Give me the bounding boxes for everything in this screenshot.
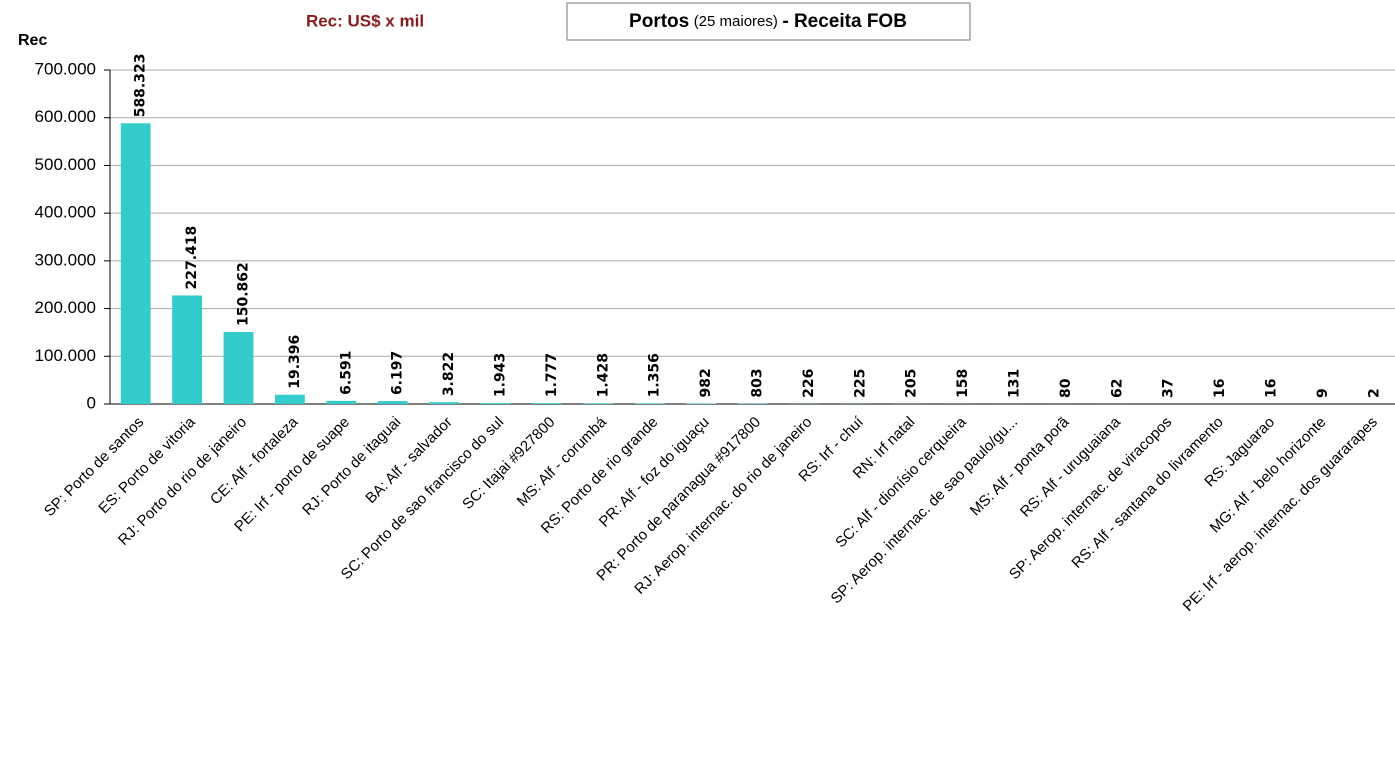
value-label: 227.418 [184,226,200,290]
bar [274,394,305,404]
x-tick-label: PE: Irf - aerop. internac. dos guararape… [1180,414,1381,615]
value-label: 1.777 [544,353,560,397]
value-label: 225 [852,369,868,398]
value-label: 62 [1109,378,1125,397]
value-label: 16 [1264,379,1280,398]
value-label: 80 [1058,378,1074,398]
y-tick-label: 700.000 [35,59,96,78]
title-rest: - Receita FOB [782,11,907,32]
value-label: 1.943 [493,353,509,397]
x-tick-label: MS: Alf - ponta porã [967,413,1073,519]
bar [172,295,203,404]
value-label: 588.323 [133,54,149,118]
value-label: 6.197 [390,351,406,395]
title-main: Portos [629,11,689,32]
x-tick-label: RS: Alf - uruguaiana [1017,413,1124,520]
x-tick-label: RJ: Porto de itaguai [299,414,404,519]
value-label: 803 [750,368,766,397]
y-tick-label: 400.000 [35,203,96,222]
value-label: 9 [1315,388,1331,398]
bar [377,401,408,404]
x-tick-label: CE: Alf - fortaleza [207,413,302,508]
value-label: 150.862 [236,262,252,326]
value-label: 226 [801,369,817,398]
value-label: 1.428 [595,353,611,397]
y-tick-label: 300.000 [35,250,96,269]
bar [120,123,151,404]
bar [634,403,665,404]
y-tick-label: 600.000 [35,107,96,126]
bar [429,402,460,404]
value-label: 3.822 [441,352,457,396]
value-label: 158 [955,369,971,398]
title-box [566,2,971,41]
value-label: 16 [1212,379,1228,398]
value-label: 982 [698,368,714,397]
title-note: (25 maiores) [694,13,778,30]
x-tick-label: SP: Aerop. internac. de sao paulo/gu... [827,414,1021,608]
value-label: 205 [904,369,920,398]
y-tick-label: 100.000 [35,346,96,365]
y-tick-label: 200.000 [35,298,96,317]
bar [480,403,511,404]
value-label: 2 [1366,388,1382,398]
value-label: 131 [1007,369,1023,398]
value-label: 37 [1161,378,1177,397]
y-axis-label: Rec [18,32,47,49]
x-tick-label: BA: Alf - salvador [362,414,455,507]
x-tick-label: MS: Alf - corumbá [514,413,611,510]
bar [326,400,357,404]
x-tick-label: SC: Itajai #927800 [459,414,558,513]
x-tick-label: ES: Porto de vitoria [95,413,199,517]
y-tick-label: 500.000 [35,155,96,174]
bar [531,403,562,404]
value-label: 19.396 [287,335,303,389]
bar [583,403,614,404]
chart-title: Portos (25 maiores) - Receita FOB [629,11,907,32]
subtitle: Rec: US$ x mil [306,11,424,30]
x-tick-label: SP: Porto de santos [41,414,147,520]
y-tick-label: 0 [87,393,96,412]
value-label: 6.591 [338,351,354,395]
value-label: 1.356 [647,353,663,397]
bar [223,332,254,404]
